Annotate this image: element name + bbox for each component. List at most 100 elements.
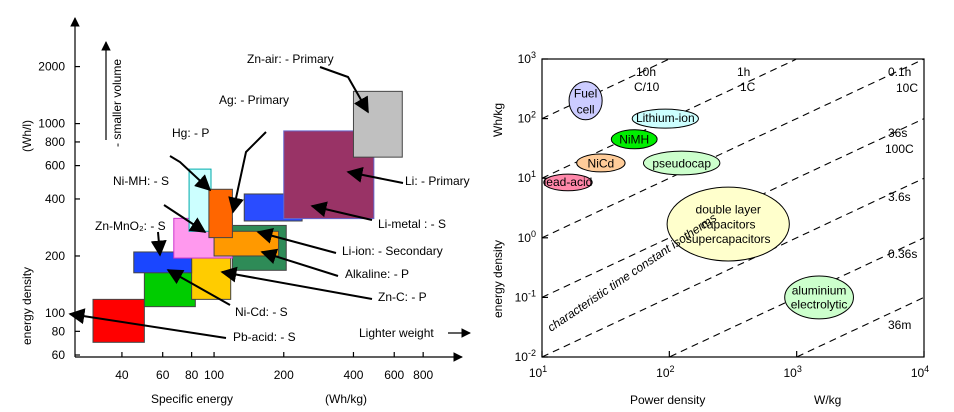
pointer-zn-air: [319, 66, 369, 114]
pointer-pb-acid: [68, 308, 227, 339]
bubble-label-lithium-ion: Lithium-ion: [636, 111, 695, 125]
pointer-zn-mno2: [150, 231, 167, 257]
bubble-aluminium-electrolytic: [784, 275, 854, 320]
bubble-lead-acid: [543, 173, 593, 192]
pointer-li-metal: [310, 201, 373, 221]
left-ticks: 40 60 80 100 200 400 600 800 60 80 100 200 400 600 800…: [38, 60, 433, 382]
left-x-tick-label: 40: [115, 368, 129, 382]
right-ticks: 101 102 103 104 10-2 10-1 100 101 102 103: [515, 50, 930, 380]
isotherm-sublabel-1c: 1C: [740, 80, 756, 94]
left-chart: 40 60 80 100 200 400 600 800 60 80 100 200 400 600 800…: [20, 17, 471, 406]
right-x-tick-label: 104: [911, 364, 929, 380]
label-hg: Hg: - P: [172, 126, 209, 140]
bubble-label-double-layer-capacitors: supercapacitors: [686, 232, 771, 246]
right-caption: characteristic time constant isotherms: [545, 211, 719, 335]
bubble-nicd: [576, 153, 626, 173]
pointer-ag: [228, 131, 267, 214]
left-y-arrow-label: - smaller volume: [110, 59, 124, 147]
left-y-tick-label: 80: [52, 324, 66, 338]
label-zn-air: Zn-air: - Primary: [247, 52, 334, 66]
bubble-label-lead-acid: lead-acid: [544, 175, 593, 189]
left-x-tick-label: 100: [204, 368, 224, 382]
isotherm-1h: [541, 58, 797, 179]
bubble-label-fuel-cell: cell: [577, 103, 595, 117]
right-y-tick-label: 103: [518, 50, 536, 66]
region-ag: [208, 188, 233, 239]
left-y-tick-label: 1000: [38, 117, 65, 131]
left-x-tick-label: 600: [384, 368, 404, 382]
right-y-tick-label: 10-2: [515, 348, 536, 364]
bubble-lithium-ion: [631, 108, 699, 129]
right-y-tick-label: 102: [518, 110, 536, 126]
pointer-alkaline: [260, 248, 339, 277]
left-x-tick-label: 800: [413, 368, 433, 382]
pointer-ni-cd: [166, 269, 231, 306]
bubble-label-nicd: NiCd: [588, 157, 615, 171]
right-y-tick-label: 10-1: [515, 288, 536, 304]
label-alkaline: Alkaline: - P: [345, 267, 409, 281]
isotherm-label-36m: 36m: [888, 318, 911, 332]
isotherm-label-3-6s: 3.6s: [888, 190, 911, 204]
left-y-label: energy density: [20, 267, 34, 345]
isotherm-sublabel-100c: 100C: [885, 142, 914, 156]
bubble-label-aluminium-electrolytic: aluminium: [792, 284, 847, 298]
isotherm-0-1h: [541, 58, 925, 239]
right-x-label: Power density: [630, 393, 705, 407]
left-x-arrow-label: Lighter weight: [359, 326, 434, 340]
label-ni-mh: Ni-MH: - S: [113, 174, 169, 188]
right-y-tick-label: 101: [518, 169, 536, 185]
bubble-label-double-layer-capacitors: double layer: [696, 203, 761, 217]
left-pointers: [68, 66, 404, 339]
pointer-zn-c: [220, 266, 373, 300]
isotherm-label-0-36s: 0.36s: [888, 247, 917, 261]
pointer-hg: [169, 155, 212, 192]
left-y-tick-label: 100: [45, 306, 65, 320]
label-ni-cd: Ni-Cd: - S: [235, 305, 288, 319]
left-y-unit: (Wh/l): [20, 120, 34, 152]
isotherm-label-10h: 10h: [636, 65, 656, 79]
right-y-tick-label: 100: [518, 229, 536, 245]
bubble-label-aluminium-electrolytic: electrolytic: [791, 298, 848, 312]
bubble-label-double-layer-capacitors: capacitors: [701, 218, 756, 232]
label-ag: Ag: - Primary: [219, 93, 289, 107]
right-bubbles: Fuel cell Lithium-ion NiMH NiCd pseudocap lead…: [543, 81, 854, 320]
left-x-tick-label: 80: [185, 368, 199, 382]
bubble-label-fuel-cell: Fuel: [574, 87, 597, 101]
label-zn-mno2: Zn-MnO₂: - S: [95, 219, 166, 233]
isotherm-sublabel-10c: 10C: [896, 81, 918, 95]
label-li-ion: Li-ion: - Secondary: [342, 244, 443, 258]
left-x-label: Specific energy: [151, 392, 233, 406]
pointer-li-ion: [256, 228, 337, 254]
isotherm-label-36s: 36s: [888, 126, 907, 140]
isotherm-3-6s: [541, 177, 925, 358]
left-x-tick-label: 60: [156, 368, 170, 382]
bubble-pseudocap: [642, 150, 721, 176]
right-x-tick-label: 101: [529, 364, 547, 380]
left-y-tick-label: 60: [52, 348, 66, 362]
pointer-ni-mh: [163, 204, 207, 233]
left-y-tick-label: 400: [45, 192, 65, 206]
right-x-tick-label: 103: [783, 364, 801, 380]
left-region-labels: Pb-acid: - S Ni-Cd: - S Zn-C: - P Zn-MnO₂: …: [95, 52, 470, 344]
label-li: Li: - Primary: [405, 174, 470, 188]
right-y-label: energy density: [491, 240, 505, 318]
isotherm-0-36s: [669, 237, 925, 358]
bubble-label-pseudocap: pseudocap: [652, 156, 711, 170]
right-y-unit: Wh/kg: [491, 103, 505, 137]
left-y-tick-label: 2000: [38, 60, 65, 74]
right-x-unit: W/kg: [814, 393, 841, 407]
right-plot-frame: [541, 58, 925, 358]
region-zn-c: [191, 256, 232, 300]
left-x-unit: (Wh/kg): [325, 392, 367, 406]
bubble-nimh: [610, 129, 658, 150]
isotherm-sublabel-c-10: C/10: [634, 80, 660, 94]
isotherm-label-0-1h: 0.1h: [888, 65, 911, 79]
bubble-fuel-cell: [568, 81, 603, 121]
left-y-tick-label: 200: [45, 249, 65, 263]
right-chart: 101 102 103 104 10-2 10-1 100 101 102 103 Fuel cel…: [491, 50, 929, 407]
isotherm-label-1h: 1h: [737, 65, 750, 79]
bubble-double-layer-capacitors: [666, 186, 790, 262]
right-x-tick-label: 102: [656, 364, 674, 380]
